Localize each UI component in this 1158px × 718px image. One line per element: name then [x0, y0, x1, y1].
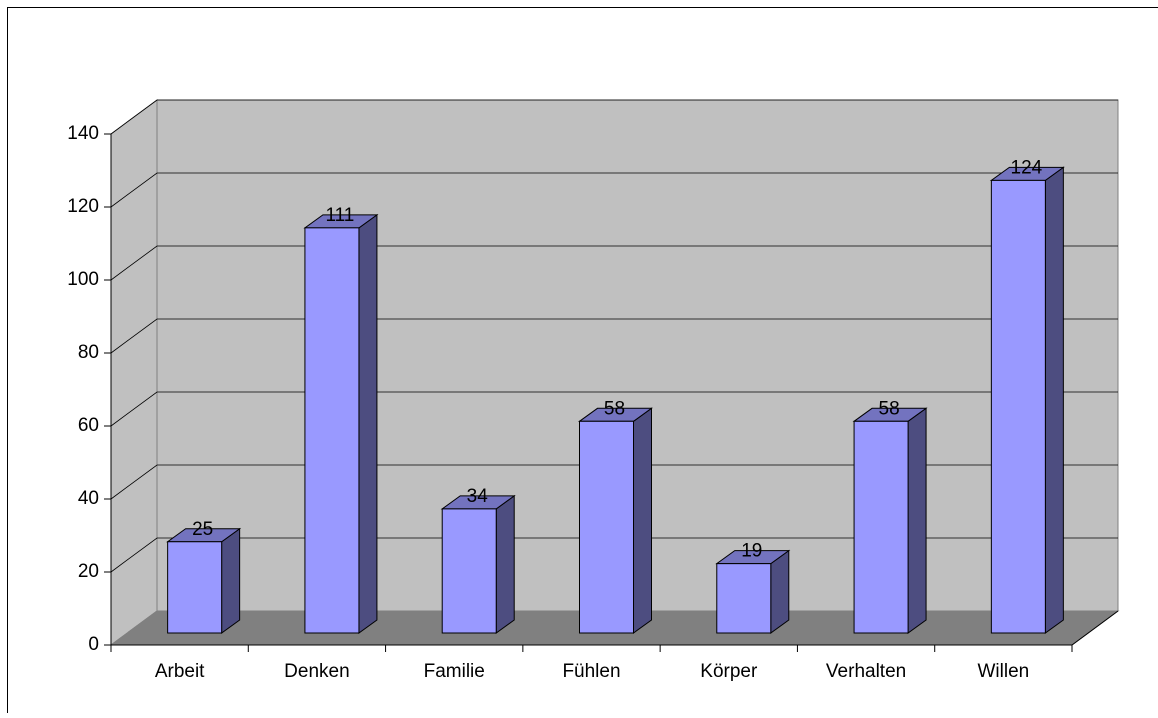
- y-tick-label: 0: [88, 634, 99, 655]
- value-label: 25: [192, 519, 213, 540]
- bar-side: [634, 408, 652, 633]
- value-label: 34: [467, 486, 489, 507]
- value-label: 111: [325, 205, 354, 226]
- bar: [442, 509, 496, 633]
- bar: [580, 421, 634, 633]
- x-tick-label: Verhalten: [826, 661, 906, 682]
- y-tick-label: 80: [78, 342, 99, 363]
- value-label: 124: [1011, 157, 1043, 178]
- value-label: 19: [741, 541, 762, 562]
- bar: [168, 542, 222, 633]
- x-tick-label: Familie: [424, 661, 485, 682]
- x-tick-label: Körper: [700, 661, 758, 682]
- value-label: 58: [604, 398, 625, 419]
- y-tick-label: 100: [67, 269, 99, 290]
- bar-side: [222, 529, 240, 633]
- y-tick-label: 20: [78, 561, 99, 582]
- bar-side: [1045, 167, 1063, 633]
- bar: [991, 180, 1045, 633]
- x-tick-label: Fühlen: [562, 661, 620, 682]
- x-tick-label: Willen: [977, 661, 1029, 682]
- x-tick-label: Denken: [284, 661, 350, 682]
- y-tick-label: 60: [78, 415, 99, 436]
- side-wall: [111, 100, 157, 645]
- y-tick-label: 40: [78, 488, 99, 509]
- bar-side: [771, 551, 789, 633]
- bar: [854, 421, 908, 633]
- bar: [717, 564, 771, 633]
- x-tick-label: Arbeit: [155, 661, 205, 682]
- bar-side: [908, 408, 926, 633]
- y-tick-label: 140: [67, 123, 99, 144]
- value-label: 58: [879, 398, 900, 419]
- bar: [305, 228, 359, 633]
- y-tick-label: 120: [67, 196, 99, 217]
- bar-side: [496, 496, 514, 633]
- bar-side: [359, 215, 377, 633]
